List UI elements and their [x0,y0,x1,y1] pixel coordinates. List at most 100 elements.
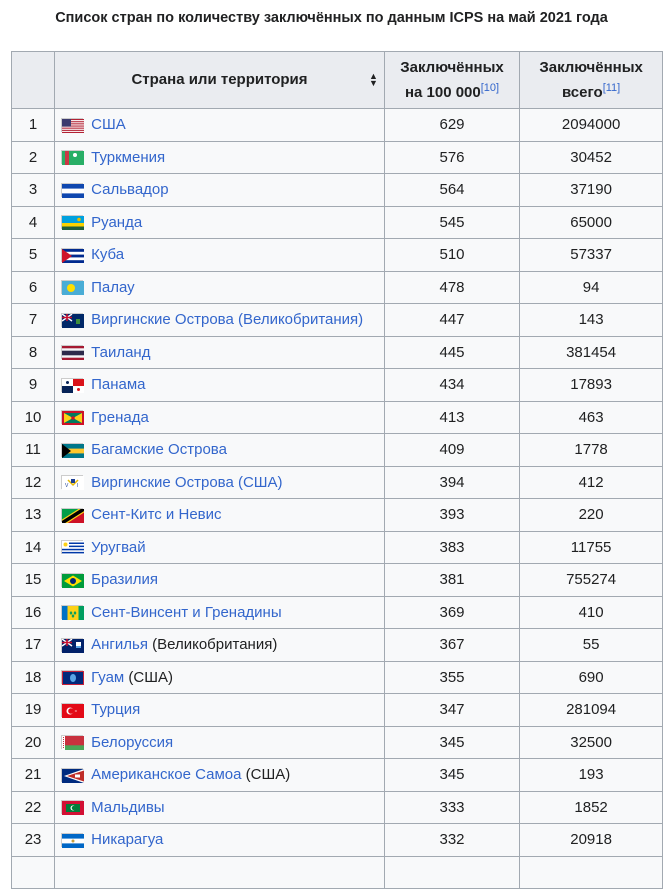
row-number: 1 [10,108,56,142]
country-cell: Турция [54,693,385,727]
total-cell: 690 [519,660,663,694]
country-link[interactable]: Сент-Винсент и Гренадины [91,603,282,621]
country-link[interactable]: Белоруссия [91,733,174,751]
total-cell: 11755 [519,530,663,564]
svg-text:I: I [77,483,78,489]
row-number: 14 [10,530,56,564]
brazil-flag-icon [61,572,85,588]
total-cell: 17893 [519,368,663,402]
total-cell: 55 [519,628,663,662]
country-link[interactable]: Таиланд [91,343,151,361]
rate-cell: 434 [383,368,521,402]
country-link[interactable]: Палау [91,278,135,296]
country-cell: Сальвадор [54,173,385,207]
country-link[interactable]: Мальдивы [91,798,165,816]
total-cell: 94 [519,270,663,304]
panama-flag-icon [61,377,85,393]
table-row: 2 Туркмения 576 30452 [10,140,663,174]
total-cell: 410 [519,595,663,629]
row-number: 13 [10,498,56,532]
sort-icon[interactable]: ▲ ▼ [368,71,378,88]
country-cell: V I Виргинские Острова (США) [54,465,385,499]
total-cell: 755274 [519,563,663,597]
country-link[interactable]: Гренада [91,408,149,426]
country-cell: Мальдивы [54,790,385,824]
row-number: 4 [10,205,56,239]
header-country[interactable]: Страна или территория ▲ ▼ [54,51,385,109]
table-row: 5 Куба 510 57337 [10,238,663,272]
total-cell: 412 [519,465,663,499]
country-cell: Панама [54,368,385,402]
country-link[interactable]: Никарагуа [91,831,164,849]
rwanda-flag-icon [61,215,85,231]
row-number [10,855,56,889]
total-cell: 20918 [519,823,663,857]
country-link[interactable]: Бразилия [91,571,158,589]
rate-cell: 355 [383,660,521,694]
table-row: 19 Турция 347 281094 [10,693,663,727]
rate-cell: 413 [383,400,521,434]
country-cell: Никарагуа [54,823,385,857]
country-cell: Ангилья (Великобритания) [54,628,385,662]
palau-flag-icon [61,280,85,296]
country-link[interactable]: Виргинские Острова (Великобритания) [91,311,364,329]
turkey-flag-icon [61,702,85,718]
table-row [10,855,663,889]
rate-cell: 332 [383,823,521,857]
st-vincent-flag-icon [61,605,85,621]
total-cell: 381454 [519,335,663,369]
country-link[interactable]: Панама [91,376,146,394]
total-cell: 57337 [519,238,663,272]
row-number: 11 [10,433,56,467]
row-number: 7 [10,303,56,337]
rate-cell: 510 [383,238,521,272]
row-number: 17 [10,628,56,662]
country-link[interactable]: Сент-Китс и Невис [91,506,222,524]
header-total[interactable]: Заключённых всего[11] [519,51,663,109]
el-salvador-flag-icon [61,182,85,198]
country-link[interactable]: Виргинские Острова (США) [91,473,283,491]
table-row: 8 Таиланд 445 381454 [10,335,663,369]
belarus-flag-icon [61,735,85,751]
table-row: 1 США 629 2094000 [10,108,663,142]
header-total-ref-link[interactable]: [11] [602,81,621,94]
table-caption: Список стран по количеству заключённых п… [55,10,608,26]
country-link[interactable]: Туркмения [91,148,166,166]
country-link[interactable]: Руанда [91,213,143,231]
header-number [10,51,56,109]
country-cell: Туркмения [54,140,385,174]
header-country-label: Страна или территория [131,71,308,88]
country-link[interactable]: Турция [91,701,141,719]
table-row: 6 Палау 478 94 [10,270,663,304]
uruguay-flag-icon [61,540,85,556]
total-cell: 65000 [519,205,663,239]
row-number: 20 [10,725,56,759]
country-link[interactable]: Багамские Острова [91,441,227,459]
row-number: 6 [10,270,56,304]
country-link[interactable]: Гуам [91,668,125,686]
country-parent-label: (США) [124,668,173,686]
table-row: 13 Сент-Китс и Невис 393 220 [10,498,663,532]
table-row: 3 Сальвадор 564 37190 [10,173,663,207]
country-link[interactable]: Сальвадор [91,181,169,199]
header-row: Страна или территория ▲ ▼ Заключённых на … [10,51,663,109]
guam-flag-icon [61,670,85,686]
svg-text:V: V [65,483,69,489]
country-link[interactable]: Уругвай [91,538,146,556]
country-link[interactable]: Американское Самоа [91,766,242,784]
table-row: 15 Бразилия 381 755274 [10,563,663,597]
country-link[interactable]: Куба [91,246,125,264]
usa-flag-icon [61,117,85,133]
header-rate-line2: на 100 000 [404,83,481,101]
row-number: 12 [10,465,56,499]
rate-cell: 367 [383,628,521,662]
country-cell: Белоруссия [54,725,385,759]
row-number: 22 [10,790,56,824]
rate-cell: 383 [383,530,521,564]
header-rate-ref-link[interactable]: [10] [480,81,500,94]
country-link[interactable]: Ангилья [91,636,148,654]
header-rate[interactable]: Заключённых на 100 000[10] [383,51,521,109]
rate-cell: 564 [383,173,521,207]
country-link[interactable]: США [91,116,126,134]
total-cell: 281094 [519,693,663,727]
